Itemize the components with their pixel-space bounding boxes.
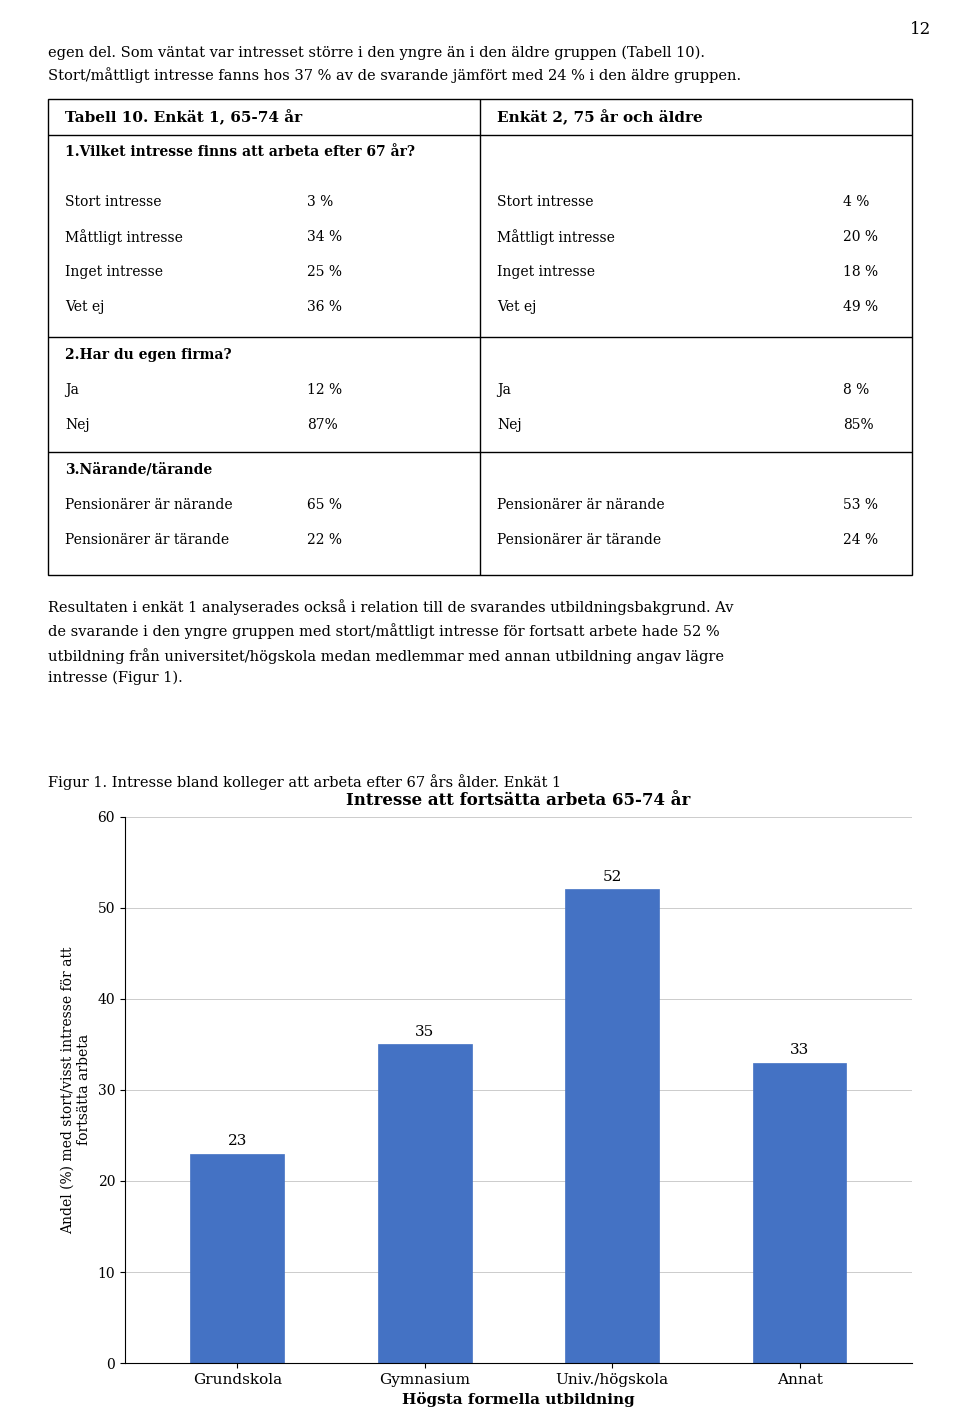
Text: Resultaten i enkät 1 analyserades också i relation till de svarandes utbildnings: Resultaten i enkät 1 analyserades också … xyxy=(48,599,733,686)
Text: 24 %: 24 % xyxy=(843,532,878,547)
Text: 65 %: 65 % xyxy=(307,497,342,511)
Text: Nej: Nej xyxy=(65,419,90,432)
Text: Pensionärer är tärande: Pensionärer är tärande xyxy=(65,532,229,547)
Text: Figur 1. Intresse bland kolleger att arbeta efter 67 års ålder. Enkät 1: Figur 1. Intresse bland kolleger att arb… xyxy=(48,774,562,790)
X-axis label: Högsta formella utbildning: Högsta formella utbildning xyxy=(402,1393,635,1407)
Y-axis label: Andel (%) med stort/visst intresse för att
fortsätta arbeta: Andel (%) med stort/visst intresse för a… xyxy=(60,946,90,1234)
Title: Intresse att fortsätta arbeta 65-74 år: Intresse att fortsätta arbeta 65-74 år xyxy=(347,792,690,809)
Text: Vet ej: Vet ej xyxy=(497,300,537,314)
Text: 1.Vilket intresse finns att arbeta efter 67 år?: 1.Vilket intresse finns att arbeta efter… xyxy=(65,145,416,159)
Text: Måttligt intresse: Måttligt intresse xyxy=(497,229,615,244)
Text: 23: 23 xyxy=(228,1135,247,1149)
Text: Stort intresse: Stort intresse xyxy=(65,195,162,209)
Text: 85%: 85% xyxy=(843,419,874,432)
Text: 2.Har du egen firma?: 2.Har du egen firma? xyxy=(65,348,232,362)
Text: 22 %: 22 % xyxy=(307,532,342,547)
Text: 53 %: 53 % xyxy=(843,497,877,511)
FancyBboxPatch shape xyxy=(48,99,912,575)
Text: 4 %: 4 % xyxy=(843,195,869,209)
Text: Pensionärer är närande: Pensionärer är närande xyxy=(65,497,233,511)
Text: Stort/måttligt intresse fanns hos 37 % av de svarande jämfört med 24 % i den äld: Stort/måttligt intresse fanns hos 37 % a… xyxy=(48,67,741,82)
Text: Stort intresse: Stort intresse xyxy=(497,195,594,209)
Text: 52: 52 xyxy=(603,870,622,883)
Text: Enkät 2, 75 år och äldre: Enkät 2, 75 år och äldre xyxy=(497,109,703,125)
Text: Tabell 10. Enkät 1, 65-74 år: Tabell 10. Enkät 1, 65-74 år xyxy=(65,109,302,125)
Text: Ja: Ja xyxy=(65,383,79,398)
Text: 87%: 87% xyxy=(307,419,338,432)
Text: 20 %: 20 % xyxy=(843,230,877,244)
Text: Nej: Nej xyxy=(497,419,522,432)
Text: egen del. Som väntat var intresset större i den yngre än i den äldre gruppen (Ta: egen del. Som väntat var intresset störr… xyxy=(48,45,705,60)
Text: 33: 33 xyxy=(790,1044,809,1056)
Text: Pensionärer är tärande: Pensionärer är tärande xyxy=(497,532,661,547)
Text: 12: 12 xyxy=(910,21,931,38)
Text: 35: 35 xyxy=(415,1025,434,1039)
Text: 3 %: 3 % xyxy=(307,195,333,209)
Text: 12 %: 12 % xyxy=(307,383,343,398)
Text: 25 %: 25 % xyxy=(307,266,342,280)
Bar xyxy=(753,1062,847,1363)
Bar xyxy=(378,1044,471,1363)
Text: Pensionärer är närande: Pensionärer är närande xyxy=(497,497,665,511)
Text: Ja: Ja xyxy=(497,383,511,398)
Text: Inget intresse: Inget intresse xyxy=(497,266,595,280)
Text: Inget intresse: Inget intresse xyxy=(65,266,163,280)
Bar xyxy=(565,889,659,1363)
Text: 3.Närande/tärande: 3.Närande/tärande xyxy=(65,463,212,476)
Text: 18 %: 18 % xyxy=(843,266,878,280)
Text: 34 %: 34 % xyxy=(307,230,343,244)
Bar xyxy=(190,1153,284,1363)
Text: 49 %: 49 % xyxy=(843,300,878,314)
Text: 8 %: 8 % xyxy=(843,383,869,398)
Text: Måttligt intresse: Måttligt intresse xyxy=(65,229,183,244)
Text: 36 %: 36 % xyxy=(307,300,342,314)
Text: Vet ej: Vet ej xyxy=(65,300,105,314)
